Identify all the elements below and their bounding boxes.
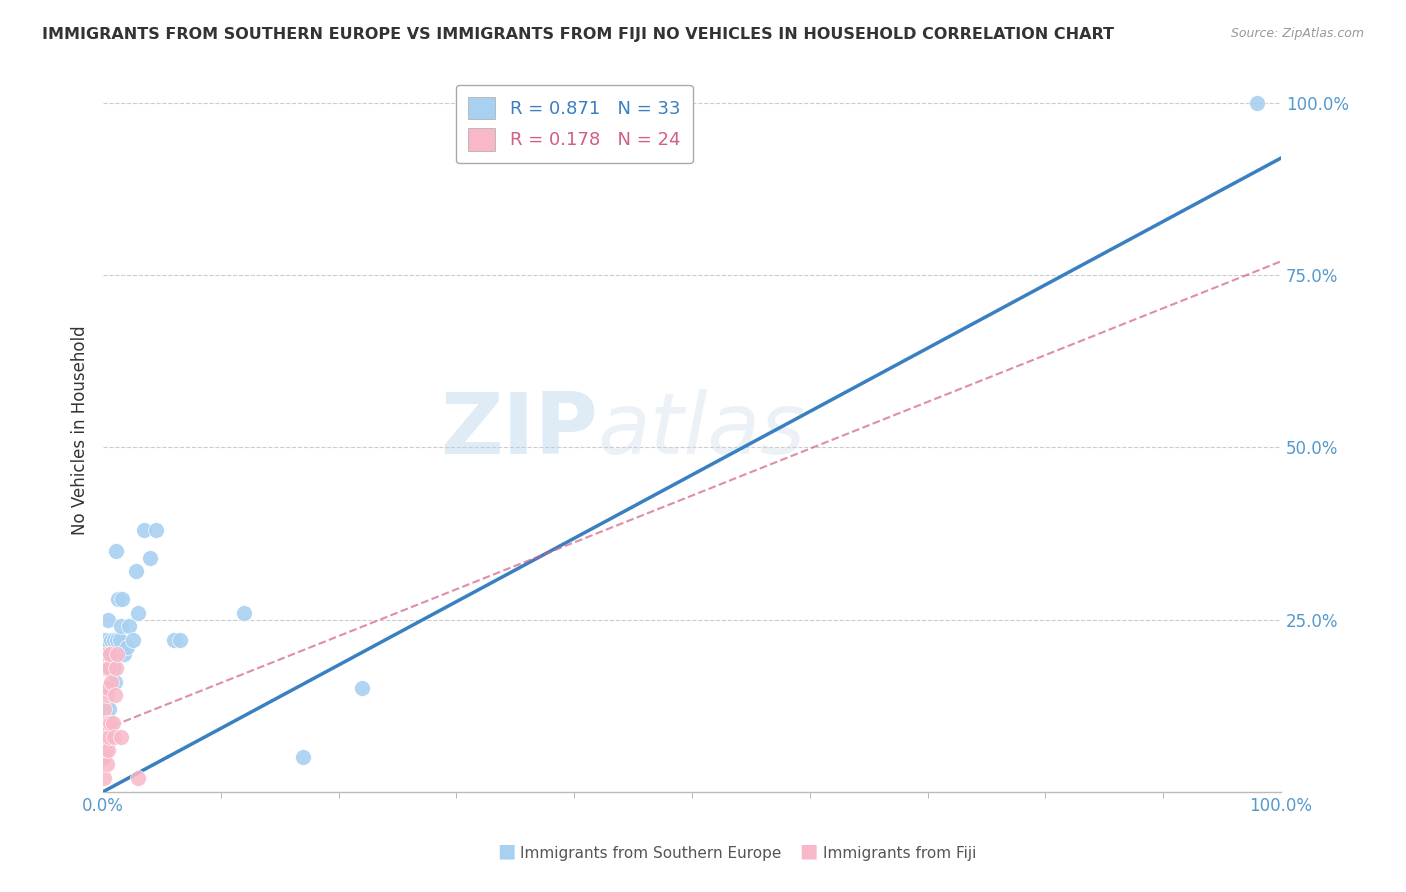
Point	[93, 750, 115, 764]
Point	[98, 702, 121, 716]
Point	[104, 674, 127, 689]
Point	[111, 591, 134, 606]
Point	[121, 633, 143, 648]
Point	[94, 730, 117, 744]
Text: IMMIGRANTS FROM SOUTHERN EUROPE VS IMMIGRANTS FROM FIJI NO VEHICLES IN HOUSEHOLD: IMMIGRANTS FROM SOUTHERN EUROPE VS IMMIG…	[42, 27, 1114, 42]
Point	[100, 633, 122, 648]
Text: atlas: atlas	[598, 389, 806, 472]
Point	[1246, 95, 1268, 110]
Point	[110, 730, 132, 744]
Point	[97, 743, 120, 757]
Point	[98, 730, 121, 744]
Legend: R = 0.871   N = 33, R = 0.178   N = 24: R = 0.871 N = 33, R = 0.178 N = 24	[456, 85, 693, 163]
Point	[107, 591, 129, 606]
Point	[98, 647, 121, 661]
Point	[103, 633, 125, 648]
Point	[115, 640, 138, 654]
Point	[105, 647, 128, 661]
Point	[98, 647, 121, 661]
Text: ■: ■	[496, 842, 516, 861]
Point	[98, 715, 121, 730]
Point	[169, 633, 191, 648]
Point	[292, 750, 315, 764]
Point	[105, 543, 128, 558]
Point	[94, 743, 117, 757]
Point	[96, 647, 118, 661]
Point	[134, 523, 156, 537]
Point	[105, 633, 128, 648]
Text: Immigrants from Southern Europe: Immigrants from Southern Europe	[520, 846, 782, 861]
Point	[127, 771, 149, 785]
Text: Immigrants from Fiji: Immigrants from Fiji	[823, 846, 976, 861]
Point	[98, 661, 121, 675]
Point	[101, 661, 124, 675]
Point	[112, 647, 135, 661]
Point	[101, 715, 124, 730]
Point	[110, 619, 132, 633]
Y-axis label: No Vehicles in Household: No Vehicles in Household	[72, 326, 89, 535]
Point	[145, 523, 167, 537]
Point	[94, 633, 117, 648]
Point	[96, 688, 118, 702]
Point	[139, 550, 162, 565]
Point	[103, 730, 125, 744]
Point	[108, 633, 131, 648]
Point	[163, 633, 186, 648]
Point	[97, 681, 120, 696]
Point	[96, 715, 118, 730]
Point	[98, 661, 121, 675]
Point	[97, 681, 120, 696]
Point	[93, 702, 115, 716]
Point	[96, 647, 118, 661]
Point	[97, 613, 120, 627]
Text: ZIP: ZIP	[440, 389, 598, 472]
Point	[100, 674, 122, 689]
Point	[233, 606, 256, 620]
Point	[93, 750, 115, 764]
Point	[94, 661, 117, 675]
Text: ■: ■	[799, 842, 818, 861]
Point	[104, 688, 127, 702]
Point	[118, 619, 141, 633]
Text: Source: ZipAtlas.com: Source: ZipAtlas.com	[1230, 27, 1364, 40]
Point	[93, 771, 115, 785]
Point	[125, 564, 148, 578]
Point	[96, 757, 118, 772]
Point	[352, 681, 374, 696]
Point	[127, 606, 149, 620]
Point	[105, 661, 128, 675]
